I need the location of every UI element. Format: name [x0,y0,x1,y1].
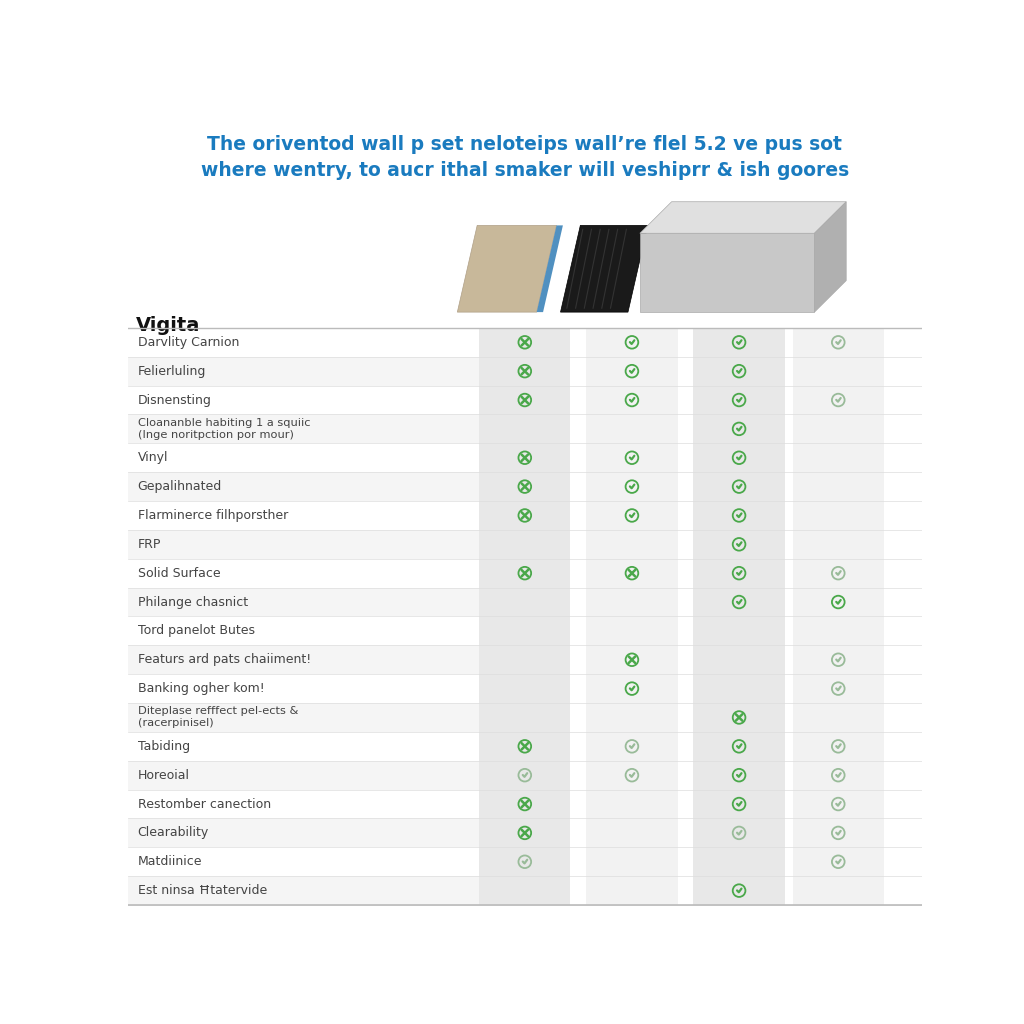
Polygon shape [560,225,648,312]
Text: Cloananble habiting 1 a squiic
(Inge noritpction por mour): Cloananble habiting 1 a squiic (Inge nor… [137,418,310,440]
Text: Flarminerce filhporsther: Flarminerce filhporsther [137,509,288,522]
Text: Banking ogher kom!: Banking ogher kom! [137,682,264,695]
FancyBboxPatch shape [793,328,884,905]
Polygon shape [458,225,557,312]
Text: Matdiinice: Matdiinice [137,855,202,868]
FancyBboxPatch shape [128,529,479,559]
Text: The oriventod wall p set neloteips wall’re flel 5.2 ve pus sot
where wentry, to : The oriventod wall p set neloteips wall’… [201,135,849,180]
FancyBboxPatch shape [128,818,479,847]
Text: Gepalihnated: Gepalihnated [137,480,222,494]
Text: Felierluling: Felierluling [137,365,206,378]
FancyBboxPatch shape [128,588,479,616]
Polygon shape [537,225,563,312]
FancyBboxPatch shape [128,328,479,356]
FancyBboxPatch shape [128,674,479,703]
FancyBboxPatch shape [128,356,479,386]
Text: Restomber canection: Restomber canection [137,798,270,811]
Text: Philange chasnict: Philange chasnict [137,596,248,608]
FancyBboxPatch shape [128,790,479,818]
FancyBboxPatch shape [128,732,479,761]
Text: FRP: FRP [137,538,161,551]
Text: Est ninsa Ħtatervide: Est ninsa Ħtatervide [137,884,267,897]
FancyBboxPatch shape [128,847,479,877]
Polygon shape [814,202,846,312]
FancyBboxPatch shape [640,233,814,312]
Text: Tabiding: Tabiding [137,739,189,753]
FancyBboxPatch shape [128,703,479,732]
FancyBboxPatch shape [128,386,479,415]
Text: Tord panelot Butes: Tord panelot Butes [137,625,255,637]
FancyBboxPatch shape [128,645,479,674]
FancyBboxPatch shape [128,616,479,645]
Text: Vigita: Vigita [136,316,201,335]
Text: Clearability: Clearability [137,826,209,840]
Polygon shape [640,202,846,233]
Text: Featurs ard pats chaiiment!: Featurs ard pats chaiiment! [137,653,310,667]
FancyBboxPatch shape [128,501,479,529]
FancyBboxPatch shape [128,877,479,905]
Text: Horeoial: Horeoial [137,769,189,781]
FancyBboxPatch shape [128,415,479,443]
FancyBboxPatch shape [693,328,784,905]
Text: Darvlity Carnion: Darvlity Carnion [137,336,239,349]
FancyBboxPatch shape [479,328,570,905]
Text: Solid Surface: Solid Surface [137,566,220,580]
Text: Vinyl: Vinyl [137,452,168,464]
FancyBboxPatch shape [128,761,479,790]
FancyBboxPatch shape [587,328,678,905]
Text: Diteplase refffect pel-ects &
(racerpinisel): Diteplase refffect pel-ects & (racerpini… [137,707,298,728]
FancyBboxPatch shape [128,472,479,501]
FancyBboxPatch shape [128,559,479,588]
Text: Disnensting: Disnensting [137,393,211,407]
FancyBboxPatch shape [128,443,479,472]
